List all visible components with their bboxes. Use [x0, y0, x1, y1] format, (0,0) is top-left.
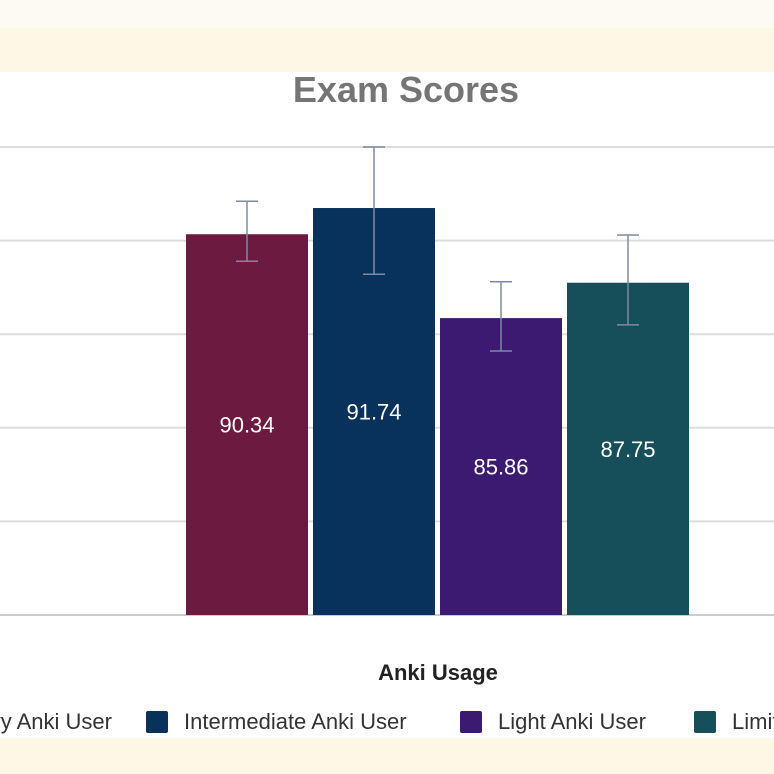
legend-label: Light Anki User: [498, 709, 646, 734]
bar: [567, 282, 689, 615]
data-label: 91.74: [346, 400, 401, 425]
chart-title: Exam Scores: [293, 72, 519, 110]
bars: [186, 208, 689, 615]
error-bars: [236, 146, 639, 352]
x-axis-label: Anki Usage: [378, 660, 498, 685]
legend-swatch: [146, 711, 168, 733]
legend-label: Limited Anki User: [732, 709, 774, 734]
data-label: 85.86: [473, 455, 528, 480]
bar: [440, 318, 562, 615]
legend-swatch: [460, 711, 482, 733]
data-label: 87.75: [600, 437, 655, 462]
chart-card: 90.34 91.74 85.86 87.75 Exam Scores Anki Us…: [0, 72, 774, 738]
value-labels: 90.34 91.74 85.86 87.75: [219, 400, 655, 480]
legend-swatch: [694, 711, 716, 733]
bar: [313, 208, 435, 615]
legend-label: Intermediate Anki User: [184, 709, 407, 734]
bottom-band: [0, 738, 774, 774]
bar-chart: 90.34 91.74 85.86 87.75 Exam Scores Anki Us…: [0, 72, 774, 734]
data-label: 90.34: [219, 413, 274, 438]
bar: [186, 234, 308, 615]
legend: Heavy Anki User Intermediate Anki User Lig…: [0, 709, 774, 734]
top-band: [0, 28, 774, 72]
legend-label: Heavy Anki User: [0, 709, 112, 734]
